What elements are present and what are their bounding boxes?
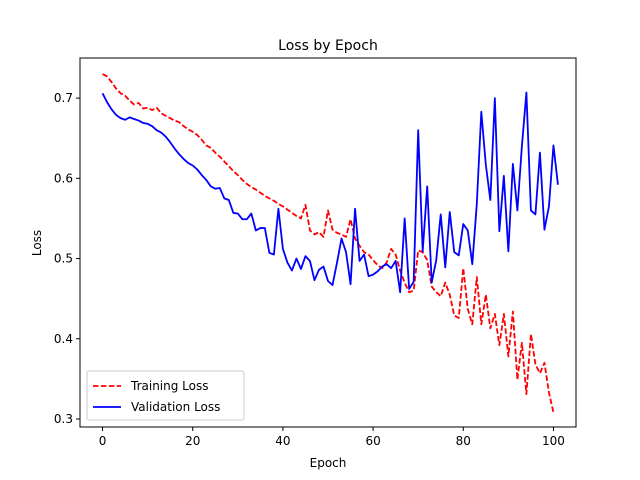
legend-label-validation: Validation Loss [131,400,220,414]
legend-box [86,370,245,421]
y-axis-label: Loss [30,230,44,256]
x-tick-label: 100 [542,434,565,448]
legend-label-training: Training Loss [130,379,208,393]
y-tick-label: 0.5 [54,252,73,266]
x-tick-label: 40 [275,434,290,448]
x-tick-label: 0 [99,434,107,448]
plot-area [101,73,559,413]
series-line-validation-loss [101,91,559,294]
x-tick-label: 80 [456,434,471,448]
x-axis-label: Epoch [310,456,347,470]
series-line-training-loss [102,73,555,413]
axis-ticks: 0 20 40 60 80 100 0.3 0.4 0.5 0.6 0.7 [54,91,565,448]
axes-frame [79,57,577,428]
y-tick-label: 0.4 [54,332,73,346]
y-tick-label: 0.7 [54,91,73,105]
y-tick-label: 0.3 [54,412,73,426]
chart-title: Loss by Epoch [278,38,378,54]
legend: Training Loss Validation Loss [86,370,245,421]
y-tick-label: 0.6 [54,171,73,185]
x-tick-label: 20 [185,434,200,448]
x-tick-label: 60 [365,434,380,448]
